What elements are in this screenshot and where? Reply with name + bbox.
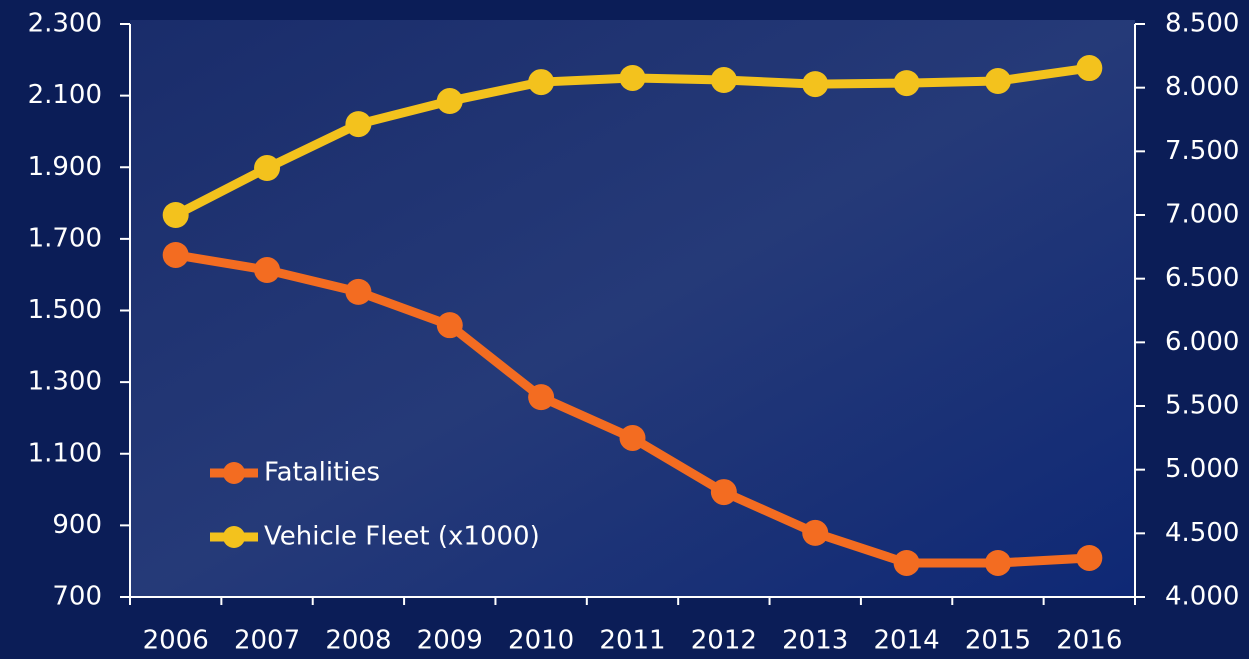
point	[1076, 544, 1103, 571]
y2-tick-label: 5.500	[1165, 391, 1239, 421]
point	[710, 479, 737, 506]
y-tick-label: 2.300	[28, 9, 102, 39]
x-tick-label: 2008	[325, 626, 391, 656]
x-tick-label: 2007	[234, 626, 300, 656]
x-tick-label: 2010	[508, 626, 574, 656]
point	[802, 71, 829, 98]
y2-tick-label: 7.500	[1165, 136, 1239, 166]
y2-tick-label: 8.000	[1165, 72, 1239, 102]
point	[984, 68, 1011, 95]
point	[436, 312, 463, 339]
legend-marker	[223, 526, 245, 548]
legend-label: Vehicle Fleet (x1000)	[264, 522, 540, 552]
y-tick-label: 1.900	[28, 152, 102, 182]
point	[436, 88, 463, 115]
point	[345, 111, 372, 138]
y2-tick-label: 4.000	[1165, 582, 1239, 612]
y-tick-label: 1.500	[28, 295, 102, 325]
point	[619, 64, 646, 91]
y2-tick-label: 6.500	[1165, 263, 1239, 293]
y2-tick-label: 4.500	[1165, 518, 1239, 548]
x-tick-label: 2012	[691, 626, 757, 656]
y2-tick-label: 7.000	[1165, 200, 1239, 230]
point	[254, 155, 281, 182]
y-tick-label: 1.300	[28, 367, 102, 397]
y2-tick-label: 8.500	[1165, 9, 1239, 39]
y-tick-label: 900	[52, 510, 102, 540]
point	[528, 69, 555, 96]
point	[254, 257, 281, 284]
point	[1076, 55, 1103, 82]
y2-tick-label: 5.000	[1165, 454, 1239, 484]
x-tick-label: 2011	[599, 626, 665, 656]
y-tick-label: 1.700	[28, 223, 102, 253]
plot-area	[130, 20, 1135, 597]
x-tick-label: 2006	[143, 626, 209, 656]
x-tick-label: 2009	[417, 626, 483, 656]
point	[528, 384, 555, 411]
y2-tick-label: 6.000	[1165, 327, 1239, 357]
x-tick-label: 2014	[874, 626, 940, 656]
y-tick-label: 700	[52, 582, 102, 612]
point	[162, 241, 189, 268]
legend-marker	[223, 462, 245, 484]
point	[893, 549, 920, 576]
point	[802, 519, 829, 546]
point	[345, 278, 372, 305]
y-tick-label: 2.100	[28, 80, 102, 110]
x-tick-label: 2013	[782, 626, 848, 656]
point	[893, 70, 920, 97]
y-tick-label: 1.100	[28, 438, 102, 468]
x-tick-label: 2015	[965, 626, 1031, 656]
legend-label: Fatalities	[264, 458, 380, 488]
point	[619, 424, 646, 451]
point	[162, 202, 189, 228]
point	[710, 67, 737, 94]
point	[984, 549, 1011, 576]
x-tick-label: 2016	[1056, 626, 1122, 656]
